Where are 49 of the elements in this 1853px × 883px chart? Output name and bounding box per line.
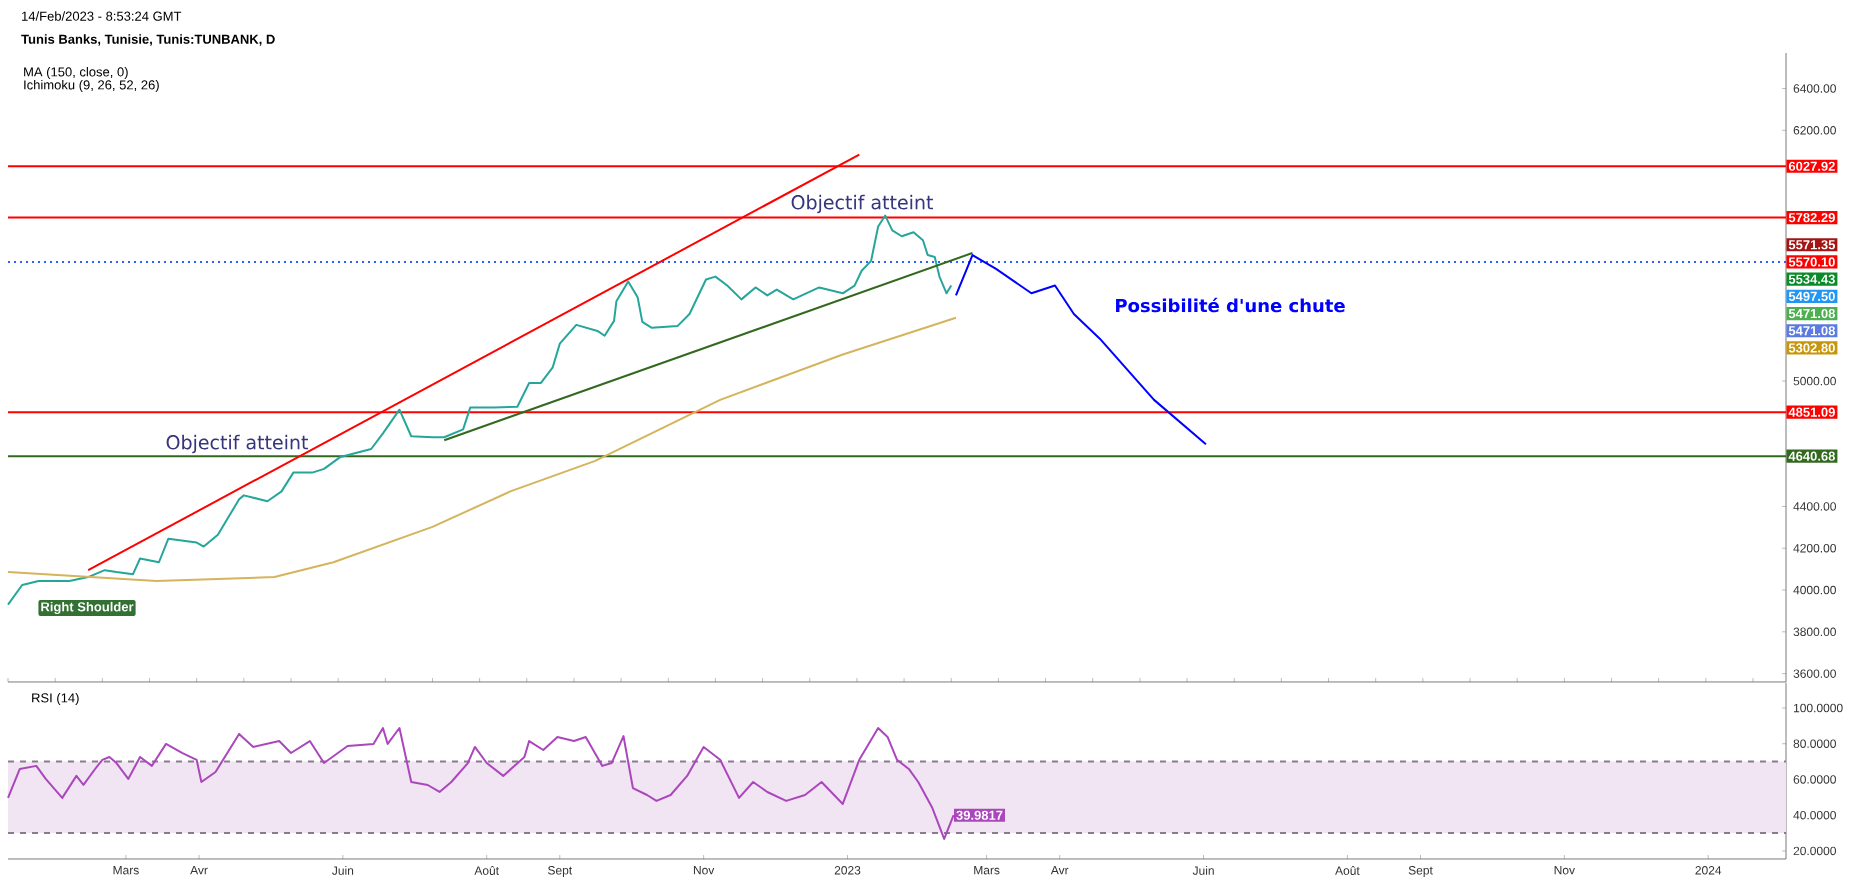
x-tick-label: Nov [693,866,715,875]
x-tick-label: Sept [1408,866,1433,877]
x-tick-label: 2024 [1695,866,1722,875]
y-tick-label: 4000.00 [1793,585,1836,595]
ref-line-label: 5570.10 [1788,257,1835,267]
text: 14/Feb/2023 - 8:53:24 GMT [22,11,182,21]
y-tick-label: 4200.00 [1793,544,1836,553]
annotation: Objectif atteint [166,434,308,454]
y-tick-label: 20.0000 [1793,846,1836,856]
ref-line-label: 4640.68 [1788,451,1835,461]
annotation: Right Shoulder [41,601,134,615]
x-tick-label: Mars [974,866,1000,875]
y-tick-label: 100.0000 [1793,703,1843,713]
text: 5471.08 [1788,326,1835,336]
x-tick-label: Sept [548,866,573,877]
y-tick-label: 60.0000 [1793,775,1836,784]
ref-line-label: 6027.92 [1788,161,1835,171]
text: 5302.80 [1788,343,1835,353]
y-tick-label: 80.0000 [1793,739,1836,748]
x-tick-label: Mars [113,866,139,875]
x-tick-label: Avr [190,866,208,875]
y-tick-label: 4400.00 [1793,502,1836,511]
chart-title: Tunis Banks, Tunisie, Tunis:TUNBANK, D [21,34,275,46]
y-tick-label: 40.0000 [1793,810,1836,820]
y-tick-label: 3600.00 [1793,669,1836,678]
ref-line-label: 4851.09 [1788,407,1835,417]
line-series [7,316,957,583]
x-tick-label: Juin [1192,866,1214,875]
annotation: Ichimoku (9, 26, 52, 26) [24,79,159,93]
x-tick-label: Nov [1554,866,1575,875]
annotation: Objectif atteint [791,194,933,214]
ref-line-label: 5782.29 [1788,213,1835,223]
x-tick-label: Juin [332,866,354,875]
annotation: Possibilité d'une chute [1116,297,1345,313]
annotation: MA (150, close, 0) [24,66,128,80]
y-tick-label: 6400.00 [1793,84,1836,93]
y-tick-label: 6200.00 [1793,126,1836,135]
x-tick-label: 2023 [834,866,861,875]
text: 5534.43 [1788,274,1835,284]
x-tick-label: Août [474,866,499,875]
data-label: 39.9817 [956,810,1003,820]
annotation: RSI (14) [32,692,79,706]
text: 5571.35 [1788,240,1836,250]
x-tick-label: Août [1335,866,1360,875]
y-tick-label: 3800.00 [1793,627,1836,637]
y-tick-label: 5000.00 [1793,376,1836,386]
text: 5471.08 [1788,308,1835,319]
text: 5497.50 [1788,291,1835,301]
x-tick-label: Avr [1050,866,1069,875]
